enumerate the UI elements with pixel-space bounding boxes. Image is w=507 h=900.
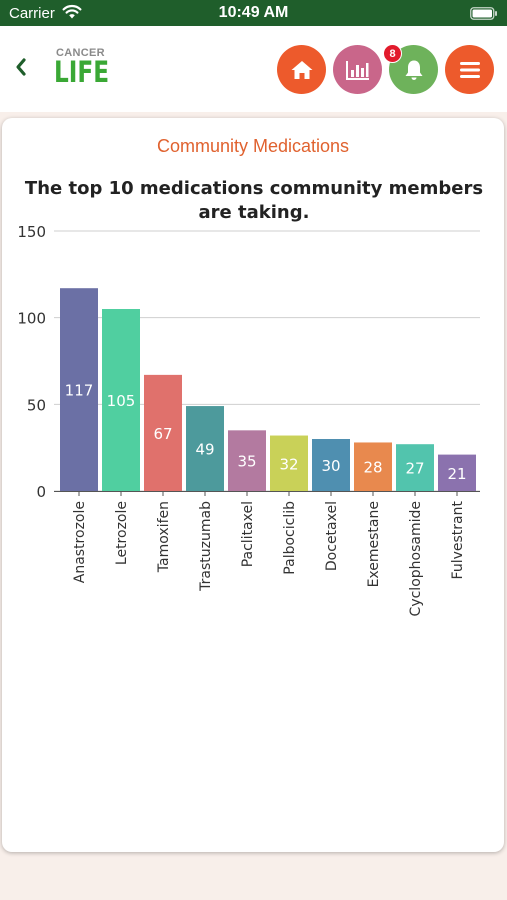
bar[interactable]	[144, 374, 182, 491]
x-tick-label: Tamoxifen	[156, 501, 172, 573]
bar[interactable]	[60, 288, 98, 491]
clock: 10:49 AM	[218, 4, 289, 21]
x-tick-label: Exemestane	[366, 501, 382, 587]
back-chevron-icon[interactable]	[10, 54, 32, 80]
home-button[interactable]	[277, 45, 326, 94]
logo-bottom-text: LIFE	[54, 55, 110, 89]
bar[interactable]	[312, 439, 350, 491]
data-label: 27	[405, 460, 424, 478]
app-header: CANCER LIFE 8	[0, 26, 507, 112]
hamburger-menu-icon	[459, 61, 480, 78]
medications-card: Community Medications The top 10 medicat…	[2, 118, 504, 852]
bar[interactable]	[354, 442, 392, 491]
data-label: 28	[363, 459, 382, 477]
data-label: 32	[279, 455, 298, 473]
cancer-life-logo: CANCER LIFE	[54, 47, 110, 91]
x-tick-label: Fulvestrant	[450, 500, 466, 579]
bar[interactable]	[396, 444, 434, 491]
data-label: 21	[447, 465, 466, 483]
menu-button[interactable]	[445, 45, 494, 94]
bar[interactable]	[228, 430, 266, 491]
data-label: 35	[237, 453, 256, 471]
status-bar: Carrier 10:49 AM	[0, 0, 507, 26]
x-tick-label: Paclitaxel	[240, 501, 256, 567]
data-label: 49	[195, 441, 214, 459]
x-tick-label: Trastuzumab	[198, 501, 214, 592]
data-label: 105	[107, 392, 136, 410]
carrier-label: Carrier	[9, 5, 55, 22]
wifi-icon	[62, 4, 82, 19]
home-icon	[291, 60, 312, 79]
y-tick-label: 150	[17, 223, 46, 241]
data-label: 67	[153, 425, 172, 443]
chart-title: The top 10 medications community members…	[24, 178, 484, 223]
x-tick-label: Anastrozole	[72, 501, 88, 583]
y-tick-label: 50	[27, 396, 46, 414]
x-tick-label: Docetaxel	[324, 501, 340, 571]
y-tick-label: 0	[36, 483, 46, 501]
card-title: Community Medications	[156, 136, 350, 156]
bar[interactable]	[438, 454, 476, 491]
bell-icon	[405, 60, 422, 80]
y-tick-label: 100	[17, 310, 46, 328]
battery-icon	[470, 7, 497, 20]
x-tick-label: Letrozole	[114, 501, 130, 565]
bar[interactable]	[270, 435, 308, 491]
x-tick-label: Cyclophosamide	[408, 501, 424, 616]
medications-bar-chart: 0 50 100 150 117 Anastrozole 105 Letrozole 67 Tam…	[17, 223, 480, 616]
bar[interactable]	[102, 309, 140, 491]
data-label: 117	[65, 382, 94, 400]
logo-top-text: CANCER	[56, 47, 105, 59]
data-label: 30	[321, 457, 340, 475]
bar-chart-icon	[345, 60, 369, 80]
stats-button[interactable]	[333, 45, 382, 94]
bar[interactable]	[186, 406, 224, 491]
x-tick-label: Palbociclib	[282, 501, 298, 575]
notification-badge: 8	[383, 44, 402, 63]
